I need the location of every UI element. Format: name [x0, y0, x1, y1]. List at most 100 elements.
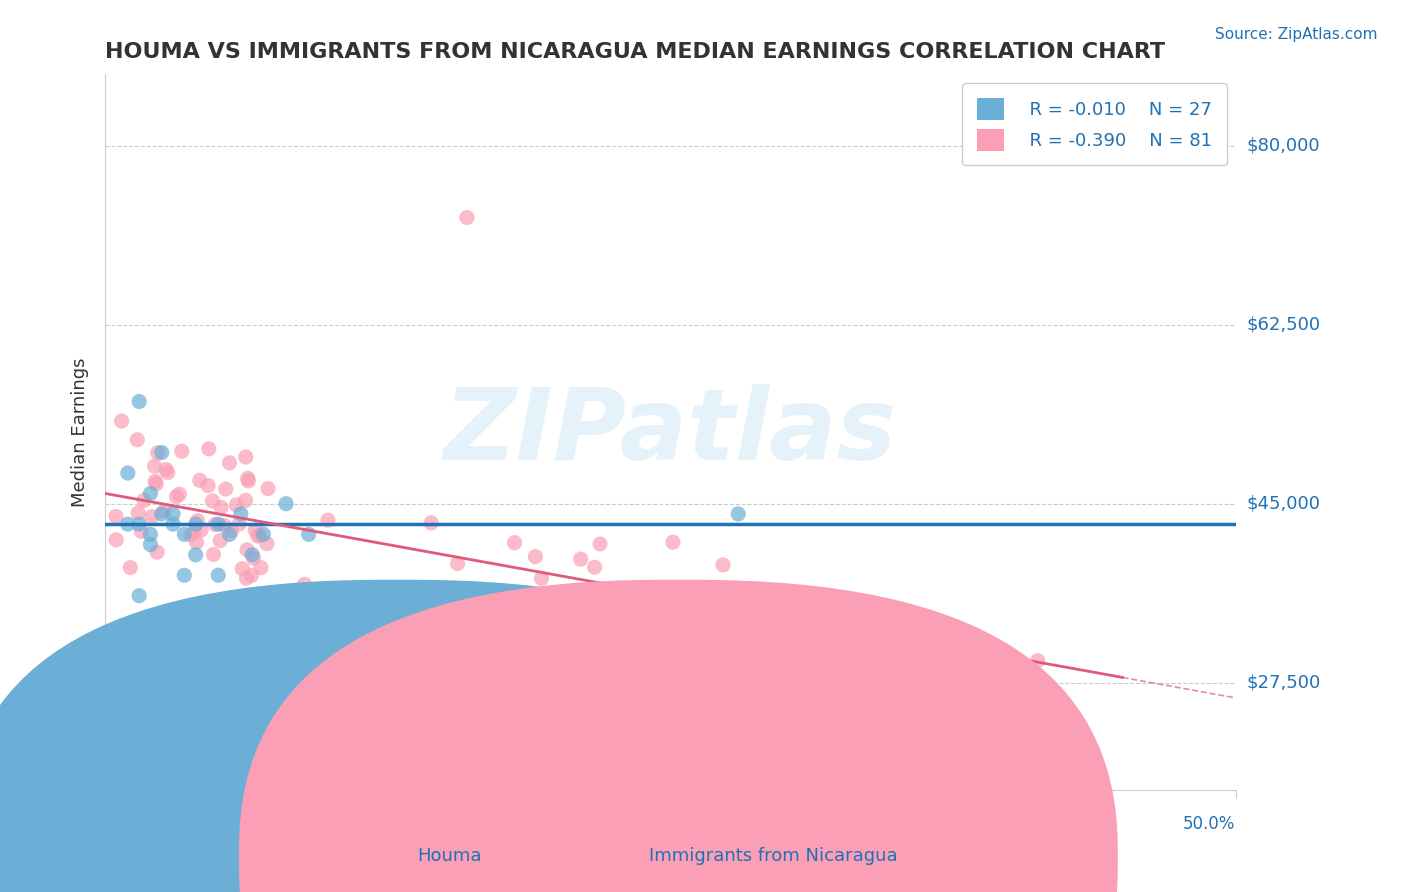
- Text: Immigrants from Nicaragua: Immigrants from Nicaragua: [650, 847, 897, 865]
- Point: [139, 486, 162, 500]
- Point: [236, 471, 259, 485]
- Point: [214, 518, 236, 533]
- Point: [745, 582, 768, 596]
- Point: [274, 497, 297, 511]
- Point: [156, 466, 179, 480]
- Point: [120, 560, 142, 574]
- Text: 50.0%: 50.0%: [1184, 815, 1236, 833]
- Point: [503, 535, 526, 549]
- Point: [225, 498, 247, 512]
- Point: [530, 571, 553, 585]
- Point: [197, 478, 219, 492]
- Point: [236, 542, 259, 557]
- Point: [146, 446, 169, 460]
- Point: [256, 536, 278, 550]
- Y-axis label: Median Earnings: Median Earnings: [72, 358, 89, 507]
- Point: [128, 589, 150, 603]
- Point: [218, 527, 240, 541]
- Point: [486, 660, 509, 674]
- Point: [166, 490, 188, 504]
- Text: $62,500: $62,500: [1247, 316, 1322, 334]
- Point: [250, 560, 273, 574]
- Point: [501, 752, 523, 766]
- Point: [143, 459, 166, 474]
- Point: [146, 545, 169, 559]
- Point: [235, 493, 257, 508]
- Point: [240, 548, 263, 562]
- Point: [184, 517, 207, 532]
- Text: $45,000: $45,000: [1247, 495, 1320, 513]
- Point: [993, 657, 1015, 672]
- Point: [183, 524, 205, 539]
- Point: [132, 493, 155, 508]
- Point: [197, 442, 219, 456]
- Point: [173, 527, 195, 541]
- Point: [139, 527, 162, 541]
- Point: [128, 394, 150, 409]
- Point: [218, 456, 240, 470]
- Point: [162, 517, 184, 532]
- Point: [592, 742, 614, 756]
- Point: [173, 568, 195, 582]
- Point: [127, 506, 149, 520]
- Point: [228, 516, 250, 531]
- Point: [1011, 696, 1033, 710]
- Point: [207, 568, 229, 582]
- Point: [139, 538, 162, 552]
- Point: [188, 473, 211, 487]
- Text: $80,000: $80,000: [1247, 137, 1320, 155]
- Point: [252, 527, 274, 541]
- Point: [155, 462, 177, 476]
- Point: [153, 504, 176, 518]
- Text: Houma: Houma: [418, 847, 482, 865]
- Text: HOUMA VS IMMIGRANTS FROM NICARAGUA MEDIAN EARNINGS CORRELATION CHART: HOUMA VS IMMIGRANTS FROM NICARAGUA MEDIA…: [105, 42, 1166, 62]
- Point: [204, 517, 226, 532]
- Point: [238, 474, 260, 488]
- Point: [215, 482, 238, 496]
- Point: [240, 568, 263, 582]
- Point: [202, 548, 225, 562]
- Point: [627, 584, 650, 599]
- Text: ZIPatlas: ZIPatlas: [444, 384, 897, 481]
- Point: [963, 699, 986, 714]
- Point: [186, 535, 208, 549]
- Point: [229, 507, 252, 521]
- Point: [162, 507, 184, 521]
- Point: [110, 414, 132, 428]
- Point: [257, 482, 280, 496]
- Point: [169, 487, 191, 501]
- Point: [150, 445, 173, 459]
- Point: [129, 524, 152, 539]
- Point: [209, 533, 232, 548]
- Point: [242, 551, 264, 566]
- Point: [524, 549, 547, 564]
- Point: [231, 562, 253, 576]
- Point: [596, 590, 619, 604]
- Point: [145, 476, 167, 491]
- Point: [207, 517, 229, 532]
- Legend:   R = -0.010    N = 27,   R = -0.390    N = 81: R = -0.010 N = 27, R = -0.390 N = 81: [962, 84, 1226, 165]
- Point: [718, 624, 741, 639]
- Point: [128, 517, 150, 532]
- Point: [150, 507, 173, 521]
- Point: [117, 517, 139, 532]
- Point: [184, 548, 207, 562]
- Point: [553, 673, 575, 688]
- Point: [249, 528, 271, 542]
- Point: [190, 523, 212, 537]
- Point: [201, 494, 224, 508]
- Point: [583, 560, 606, 574]
- Point: [235, 571, 257, 585]
- Point: [464, 586, 486, 600]
- Point: [117, 466, 139, 480]
- Text: Source: ZipAtlas.com: Source: ZipAtlas.com: [1215, 27, 1378, 42]
- Point: [711, 558, 734, 572]
- Point: [105, 533, 128, 547]
- Point: [569, 552, 592, 566]
- Text: 0.0%: 0.0%: [105, 815, 148, 833]
- Point: [589, 537, 612, 551]
- Point: [456, 211, 478, 225]
- Point: [186, 514, 208, 528]
- Point: [298, 527, 321, 541]
- Point: [727, 507, 749, 521]
